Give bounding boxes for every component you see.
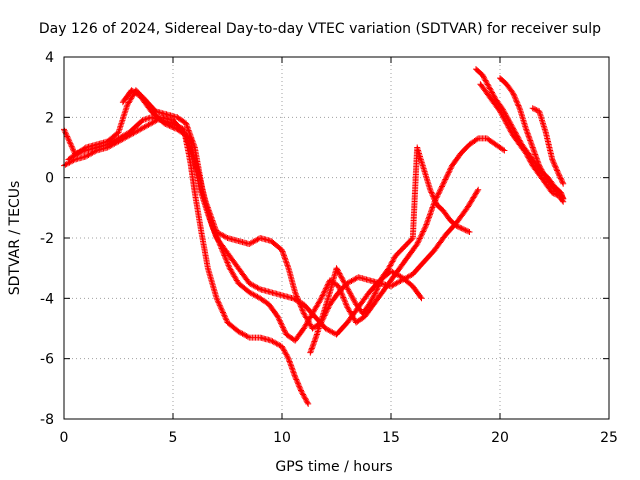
y-tick-label: 2	[45, 110, 54, 126]
x-tick-label: 0	[60, 430, 69, 446]
y-tick-label: -6	[40, 352, 54, 368]
series-track-8	[497, 75, 567, 202]
axis-ticks: 0 5 10 15 20 25 -8 -6 -4 -2 0 2 4	[40, 50, 618, 446]
x-tick-label: 10	[273, 430, 291, 446]
series-markers	[477, 81, 567, 205]
series-markers	[529, 105, 567, 187]
y-tick-label: 0	[45, 171, 54, 187]
x-axis-label: GPS time / hours	[275, 459, 392, 475]
series-track-9	[529, 105, 567, 187]
y-tick-label: 4	[45, 50, 54, 66]
y-tick-label: -4	[40, 291, 54, 307]
series-track-5	[307, 144, 473, 356]
x-tick-label: 15	[382, 430, 400, 446]
y-axis-label: SDTVAR / TECUs	[7, 181, 23, 296]
x-tick-label: 20	[491, 430, 509, 446]
data-series	[61, 66, 567, 407]
series-track-7	[477, 81, 567, 205]
series-markers	[307, 144, 473, 356]
x-tick-label: 5	[169, 430, 178, 446]
chart-title: Day 126 of 2024, Sidereal Day-to-day VTE…	[39, 21, 601, 37]
y-tick-label: -8	[40, 412, 54, 428]
y-tick-label: -2	[40, 231, 54, 247]
series-markers	[497, 75, 567, 202]
x-tick-label: 25	[600, 430, 618, 446]
